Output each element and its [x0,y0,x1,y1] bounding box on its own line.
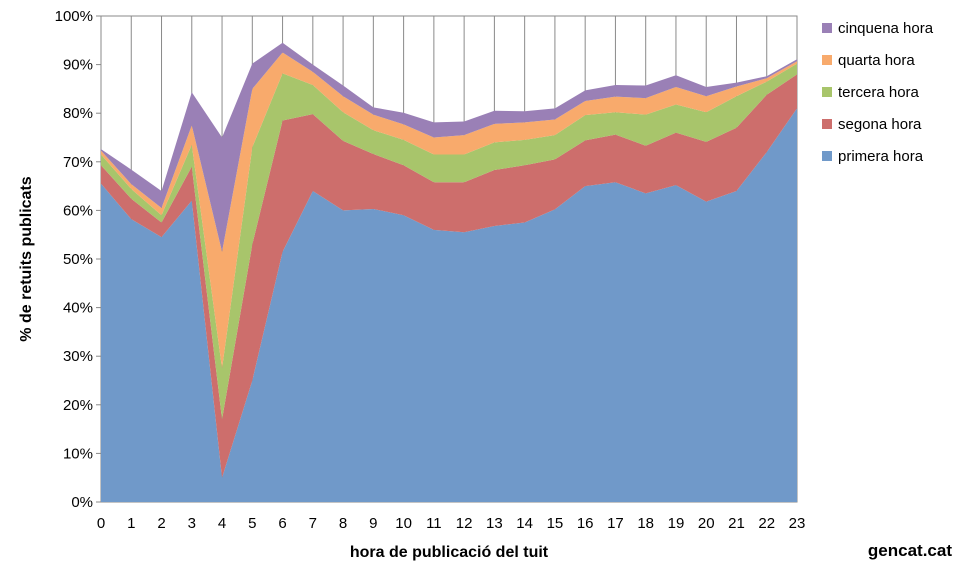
legend-label-3: quarta hora [838,52,915,69]
x-axis-ticks: 0 1 2 3 4 5 6 7 8 9 10 11 12 13 14 15 16 17 18 19 20 21 22 23 [97,515,806,532]
series-areas [101,42,797,502]
legend-label-4: cinquena hora [838,20,934,37]
area-series-3 [101,52,797,369]
y-axis-ticks: 0% 10% 20% 30% 40% 50% 60% 70% 80% 90% 100% [55,8,101,511]
x-tick-label-21: 21 [728,515,745,532]
legend-swatch-4 [822,23,832,33]
x-tick-label-1: 1 [127,515,135,532]
area-series-0 [101,108,797,502]
legend: cinquena hora quarta hora tercera hora sego… [822,20,934,165]
y-tick-label-6: 60% [63,202,93,219]
x-tick-label-0: 0 [97,515,105,532]
y-tick-label-2: 20% [63,397,93,414]
x-tick-label-8: 8 [339,515,347,532]
y-tick-label-5: 50% [63,251,93,268]
x-tick-label-14: 14 [516,515,533,532]
y-tick-label-3: 30% [63,348,93,365]
x-tick-label-2: 2 [157,515,165,532]
x-tick-label-9: 9 [369,515,377,532]
x-tick-label-10: 10 [395,515,412,532]
x-tick-label-19: 19 [668,515,685,532]
y-axis-title: % de retuits publicats [18,176,35,341]
x-tick-label-16: 16 [577,515,594,532]
x-tick-label-7: 7 [309,515,317,532]
y-tick-label-7: 70% [63,154,93,171]
x-tick-label-13: 13 [486,515,503,532]
y-tick-label-4: 40% [63,300,93,317]
x-tick-label-22: 22 [758,515,775,532]
x-tick-label-4: 4 [218,515,226,532]
x-tick-label-20: 20 [698,515,715,532]
area-series-1 [101,74,797,478]
x-tick-label-23: 23 [789,515,806,532]
x-tick-label-17: 17 [607,515,624,532]
credit-text: gencat.cat [868,541,952,560]
x-tick-label-5: 5 [248,515,256,532]
legend-label-1: segona hora [838,116,922,133]
y-tick-label-8: 80% [63,105,93,122]
x-tick-label-6: 6 [278,515,286,532]
x-axis-title: hora de publicació del tuit [350,544,549,561]
y-tick-label-0: 0% [71,494,93,511]
legend-label-0: primera hora [838,148,924,165]
y-tick-label-10: 100% [55,8,93,25]
x-tick-label-12: 12 [456,515,473,532]
x-tick-label-11: 11 [426,515,442,532]
legend-swatch-3 [822,55,832,65]
x-tick-label-18: 18 [637,515,654,532]
legend-swatch-2 [822,87,832,97]
area-series-4 [101,42,797,252]
legend-swatch-0 [822,151,832,161]
y-tick-label-9: 90% [63,57,93,74]
x-tick-label-15: 15 [547,515,564,532]
x-tick-label-3: 3 [188,515,196,532]
legend-label-2: tercera hora [838,84,920,101]
legend-swatch-1 [822,119,832,129]
area-series-2 [101,63,797,420]
y-tick-label-1: 10% [63,445,93,462]
